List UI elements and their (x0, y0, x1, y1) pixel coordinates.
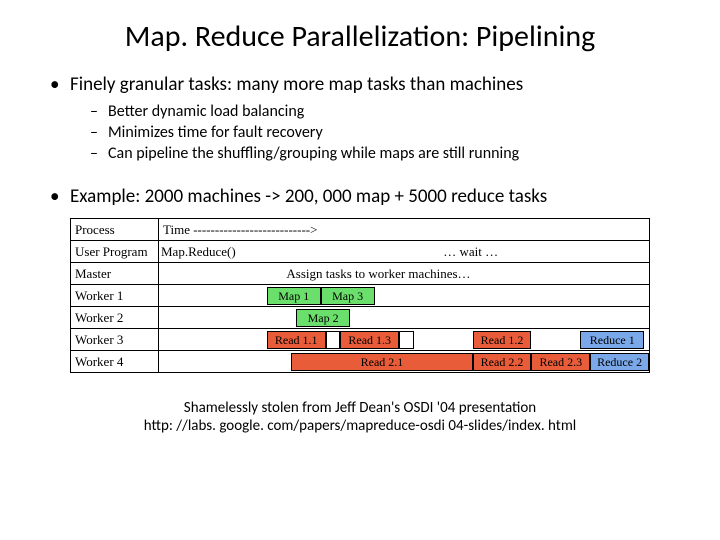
bar-r22: Read 2.2 (473, 353, 532, 371)
table-row: Worker 2 Map 2 (71, 307, 650, 329)
bar-map2: Map 2 (296, 309, 350, 327)
master-assign: Assign tasks to worker machines… (286, 266, 470, 282)
bullet-1c: Can pipeline the shuffling/grouping whil… (90, 144, 688, 163)
label-w2: Worker 2 (71, 307, 159, 329)
bar-red2: Reduce 2 (590, 353, 649, 371)
bar-r23: Read 2.3 (531, 353, 590, 371)
label-process: Process (71, 219, 159, 241)
bar-r11: Read 1.1 (267, 331, 326, 349)
user-row: Map.Reduce() … wait … (159, 241, 650, 263)
bar-r21: Read 2.1 (291, 353, 472, 371)
bar-red1: Reduce 1 (580, 331, 644, 349)
label-user: User Program (71, 241, 159, 263)
table-row: Process Time ---------------------------… (71, 219, 650, 241)
bullet-1a: Better dynamic load balancing (90, 102, 688, 121)
table-row: Worker 1 Map 1 Map 3 (71, 285, 650, 307)
bar-map1: Map 1 (267, 287, 321, 305)
time-header: Time ---------------------------> (159, 219, 650, 241)
master-row: Assign tasks to worker machines… (159, 263, 650, 285)
bullet-1b: Minimizes time for fault recovery (90, 123, 688, 142)
user-wait: … wait … (443, 244, 498, 260)
table-row: Master Assign tasks to worker machines… (71, 263, 650, 285)
bullet-1: Finely granular tasks: many more map tas… (50, 73, 688, 96)
user-mapreduce-call: Map.Reduce() (161, 244, 236, 260)
credit-line2: http: //labs. google. com/papers/mapredu… (32, 417, 688, 435)
label-w1: Worker 1 (71, 285, 159, 307)
timeline-table-wrap: Process Time ---------------------------… (70, 218, 650, 373)
bar-r13: Read 1.3 (340, 331, 399, 349)
bar-r12: Read 1.2 (473, 331, 532, 349)
credit-block: Shamelessly stolen from Jeff Dean's OSDI… (32, 399, 688, 435)
credit-line1: Shamelessly stolen from Jeff Dean's OSDI… (32, 399, 688, 417)
table-row: User Program Map.Reduce() … wait … (71, 241, 650, 263)
bar-map3: Map 3 (321, 287, 375, 305)
gap-w3b (399, 331, 414, 349)
timeline-table: Process Time ---------------------------… (70, 218, 650, 373)
label-w3: Worker 3 (71, 329, 159, 351)
w1-row: Map 1 Map 3 (159, 285, 650, 307)
bullet-2: Example: 2000 machines -> 200, 000 map +… (50, 185, 688, 208)
gap-w3a (326, 331, 341, 349)
slide-title: Map. Reduce Parallelization: Pipelining (32, 18, 688, 55)
label-master: Master (71, 263, 159, 285)
table-row: Worker 3 Read 1.1 Read 1.3 Read 1.2 Redu… (71, 329, 650, 351)
label-w4: Worker 4 (71, 351, 159, 373)
w4-row: Read 2.1 Read 2.2 Read 2.3 Reduce 2 (159, 351, 650, 373)
w2-row: Map 2 (159, 307, 650, 329)
table-row: Worker 4 Read 2.1 Read 2.2 Read 2.3 Redu… (71, 351, 650, 373)
w3-row: Read 1.1 Read 1.3 Read 1.2 Reduce 1 (159, 329, 650, 351)
